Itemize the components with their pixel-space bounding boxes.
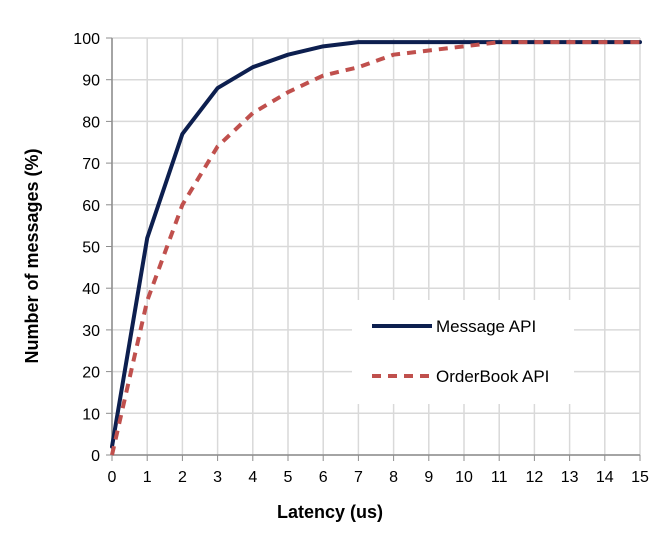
x-tick-label: 4 (248, 469, 257, 486)
x-tick-label: 0 (108, 469, 117, 486)
x-tick-label: 6 (319, 469, 328, 486)
series-lines (110, 40, 642, 456)
y-tick-label: 40 (82, 281, 100, 298)
y-tick-label: 30 (82, 323, 100, 340)
y-tick-label: 80 (82, 114, 100, 131)
x-tick-label: 3 (213, 469, 222, 486)
x-axis-title: Latency (us) (277, 502, 383, 522)
x-tick-label: 13 (561, 469, 579, 486)
y-tick-label: 60 (82, 198, 100, 215)
y-tick-label: 100 (73, 31, 100, 48)
x-tick-label: 7 (354, 469, 363, 486)
x-tick-label: 9 (424, 469, 433, 486)
legend: Message API OrderBook API (352, 300, 574, 404)
y-tick-label: 20 (82, 365, 100, 382)
x-tick-label: 11 (491, 469, 508, 486)
x-tick-label: 8 (389, 469, 398, 486)
x-tick-label: 2 (178, 469, 187, 486)
x-tick-label: 1 (143, 469, 152, 486)
y-tick-label: 0 (91, 448, 100, 465)
y-axis-title: Number of messages (%) (22, 148, 42, 363)
x-tick-label: 12 (526, 469, 544, 486)
y-tick-label: 10 (82, 406, 100, 423)
legend-label: Message API (436, 317, 536, 336)
axes: 0 1 2 3 4 5 6 7 8 9 10 11 12 13 14 15010203040506070809… (73, 31, 649, 486)
y-tick-label: 50 (82, 240, 100, 257)
x-tick-label: 14 (596, 469, 614, 486)
y-tick-label: 70 (82, 156, 100, 173)
y-tick-label: 90 (82, 73, 100, 90)
legend-label: OrderBook API (436, 367, 549, 386)
x-tick-label: 5 (284, 469, 293, 486)
orderbook-api-line (110, 40, 640, 456)
legend-box (352, 300, 574, 404)
x-tick-label: 10 (455, 469, 473, 486)
x-tick-label: 15 (631, 469, 649, 486)
